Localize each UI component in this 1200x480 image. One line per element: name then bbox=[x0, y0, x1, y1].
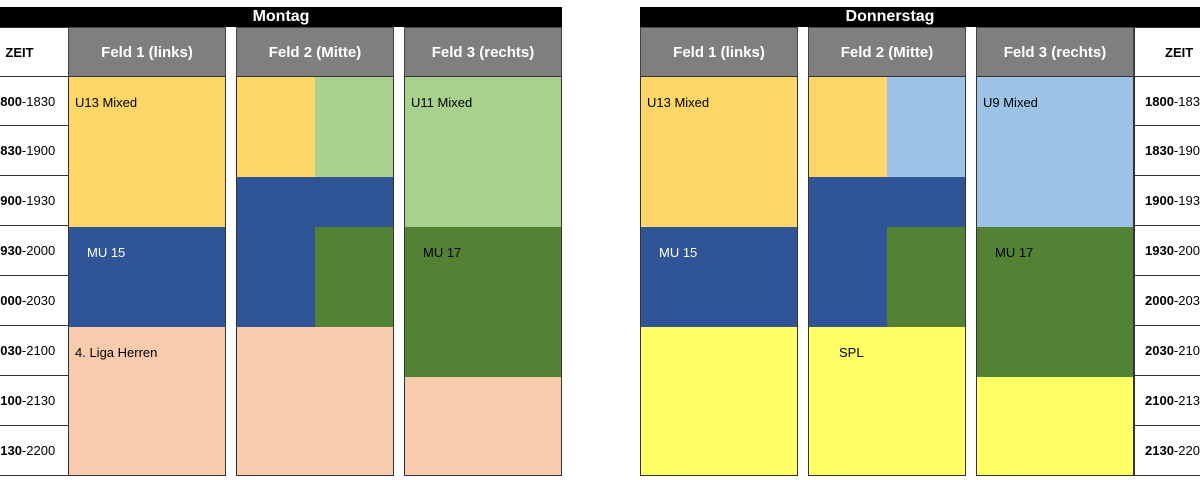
block-spl bbox=[809, 327, 965, 475]
block-label: MU 17 bbox=[423, 245, 462, 260]
block-u11-mixed bbox=[315, 77, 393, 177]
time-slot: 1930 - 2000 bbox=[0, 225, 69, 276]
field-1-schedule: U13 Mixed MU 15 bbox=[640, 76, 798, 476]
time-slot: 2130 - 2200 bbox=[1134, 425, 1200, 476]
block-mu15 bbox=[237, 227, 315, 327]
column-header-feld-2: Feld 2 (Mitte) bbox=[808, 27, 966, 77]
time-slot: 2100 - 2130 bbox=[1134, 375, 1200, 426]
time-slot: 1800 -1830 bbox=[0, 76, 69, 126]
block-u9-mixed bbox=[977, 77, 1133, 227]
column-header-feld-3: Feld 3 (rechts) bbox=[976, 27, 1134, 77]
block-mu17 bbox=[405, 227, 561, 377]
column-header-feld-1: Feld 1 (links) bbox=[68, 27, 226, 77]
field-2-schedule: SPL bbox=[808, 76, 966, 476]
field-3-schedule: U9 Mixed MU 17 bbox=[976, 76, 1134, 476]
block-label: U11 Mixed bbox=[411, 95, 473, 110]
block-label: 4. Liga Herren bbox=[75, 345, 158, 360]
block-4-liga-herren bbox=[405, 377, 561, 475]
block-label: U13 Mixed bbox=[647, 95, 710, 110]
block-u13-mixed bbox=[237, 77, 315, 177]
time-slot: 2100 - 2130 bbox=[0, 375, 69, 426]
block-u13-mixed bbox=[809, 77, 887, 177]
block-label: MU 15 bbox=[659, 245, 698, 260]
column-header-feld-2: Feld 2 (Mitte) bbox=[236, 27, 394, 77]
zeit-header-label: ZEIT bbox=[1165, 44, 1194, 60]
time-slot: 2000 - 2030 bbox=[1134, 275, 1200, 326]
block-mu17 bbox=[315, 227, 393, 327]
time-slot: 1930 - 2000 bbox=[1134, 225, 1200, 276]
day-title: Donnerstag bbox=[640, 7, 1200, 27]
block-spl bbox=[641, 327, 797, 475]
schedule-montag: Montag ZEIT 1800 -1830 1830 - 1900 1900 … bbox=[0, 7, 562, 476]
block-mu15 bbox=[809, 177, 965, 227]
time-slot: 2030 - 2100 bbox=[1134, 325, 1200, 376]
block-label: MU 17 bbox=[995, 245, 1034, 260]
time-slot: 1830 - 1900 bbox=[1134, 125, 1200, 176]
block-mu17 bbox=[977, 227, 1133, 377]
block-label: SPL bbox=[839, 345, 864, 360]
zeit-header: ZEIT bbox=[0, 27, 69, 77]
block-spl bbox=[977, 377, 1133, 475]
block-4-liga-herren bbox=[69, 327, 225, 475]
block-4-liga-herren bbox=[237, 327, 393, 475]
column-header-feld-3: Feld 3 (rechts) bbox=[404, 27, 562, 77]
column-header-feld-1: Feld 1 (links) bbox=[640, 27, 798, 77]
time-slot: 1900 - 1930 bbox=[1134, 175, 1200, 226]
time-slot: 2130 - 2200 bbox=[0, 425, 69, 476]
block-mu15 bbox=[641, 227, 797, 327]
time-column: 1800 -1830 1830 - 1900 1900 - 1930 1930 … bbox=[1134, 76, 1200, 476]
field-1-schedule: U13 Mixed MU 15 4. Liga Herren bbox=[68, 76, 226, 476]
field-3-schedule: U11 Mixed MU 17 bbox=[404, 76, 562, 476]
zeit-header: ZEIT bbox=[1134, 27, 1200, 77]
block-mu15 bbox=[237, 177, 393, 227]
block-u11-mixed bbox=[405, 77, 561, 227]
block-mu15 bbox=[809, 227, 887, 327]
time-slot: 2000 - 2030 bbox=[0, 275, 69, 326]
time-slot: 2030 - 2100 bbox=[0, 325, 69, 376]
block-mu15 bbox=[69, 227, 225, 327]
block-label: MU 15 bbox=[87, 245, 126, 260]
time-slot: 1900 - 1930 bbox=[0, 175, 69, 226]
block-mu17 bbox=[887, 227, 965, 327]
block-u13-mixed bbox=[69, 77, 225, 227]
block-u9-mixed bbox=[887, 77, 965, 177]
block-u13-mixed bbox=[641, 77, 797, 227]
field-2-schedule bbox=[236, 76, 394, 476]
block-label: U9 Mixed bbox=[983, 95, 1038, 110]
time-column: 1800 -1830 1830 - 1900 1900 - 1930 1930 … bbox=[0, 76, 69, 476]
block-label: U13 Mixed bbox=[75, 95, 138, 110]
time-slot: 1800 -1830 bbox=[1134, 76, 1200, 126]
time-slot: 1830 - 1900 bbox=[0, 125, 69, 176]
day-title: Montag bbox=[0, 7, 562, 27]
schedule-donnerstag: Donnerstag Feld 1 (links) Feld 2 (Mitte)… bbox=[640, 0, 1200, 480]
